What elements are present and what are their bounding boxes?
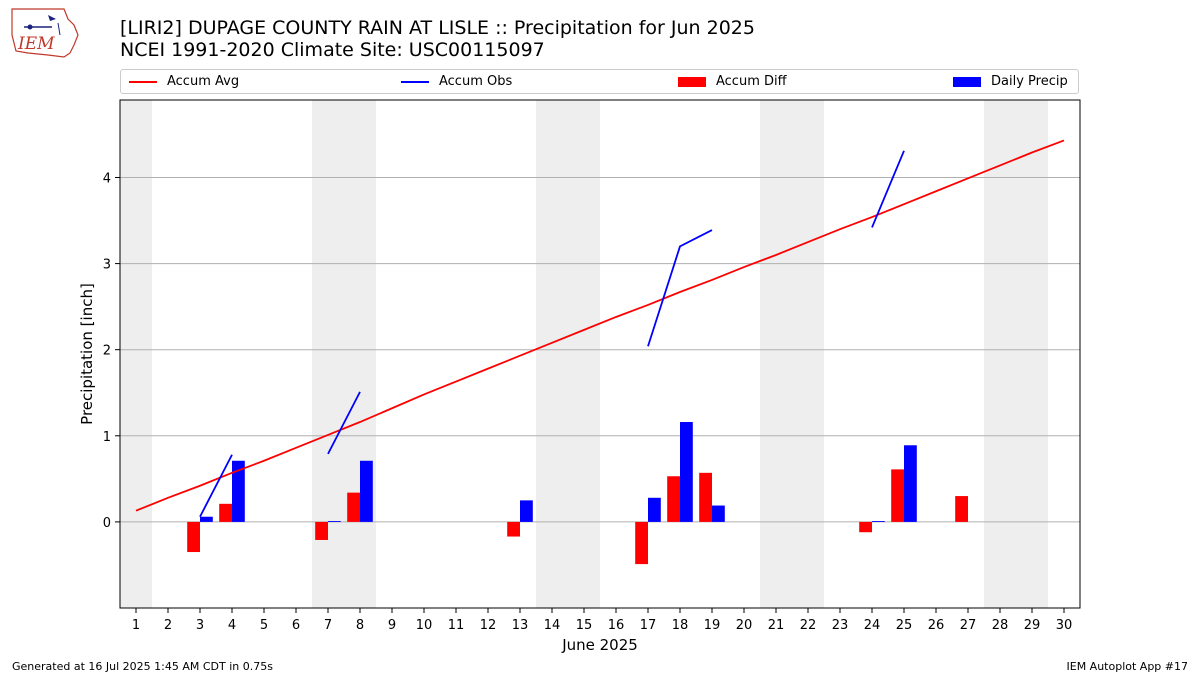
x-tick-label-7: 7 [324, 618, 332, 633]
weekend-band-3 [760, 100, 824, 608]
bar-accum-diff-day-19 [699, 472, 712, 522]
bar-daily-precip-day-19 [712, 505, 725, 522]
y-axis-label: Precipitation [inch] [78, 283, 96, 425]
plot-frame [119, 99, 1081, 609]
chart-legend: Accum Avg Accum Obs Accum Diff Daily Pre… [120, 69, 1079, 94]
x-tick-label-13: 13 [512, 618, 529, 633]
x-tick-label-9: 9 [388, 618, 396, 633]
x-tick-label-21: 21 [768, 618, 785, 633]
x-tick-label-22: 22 [800, 618, 817, 633]
x-tick-label-6: 6 [292, 618, 300, 633]
y-tick-label-3: 3 [103, 258, 111, 273]
x-tick-label-28: 28 [992, 618, 1009, 633]
legend-label-accum-avg: Accum Avg [167, 74, 240, 89]
x-tick-label-29: 29 [1024, 618, 1041, 633]
x-tick-label-3: 3 [196, 618, 204, 633]
bar-accum-diff-day-25 [891, 469, 904, 522]
chart-subtitle: NCEI 1991-2020 Climate Site: USC00115097 [120, 39, 545, 61]
weekend-band-0 [120, 100, 152, 608]
x-tick-label-5: 5 [260, 618, 268, 633]
weekend-band-2 [536, 100, 600, 608]
bar-accum-diff-day-18 [667, 476, 680, 522]
bar-daily-precip-day-7 [328, 521, 341, 522]
footer-app: IEM Autoplot App #17 [1066, 660, 1189, 673]
legend-item-daily-precip: Daily Precip [953, 74, 1068, 89]
x-tick-label-19: 19 [704, 618, 721, 633]
x-tick-label-27: 27 [960, 618, 977, 633]
chart-title-block: [LIRI2] DUPAGE COUNTY RAIN AT LISLE :: P… [120, 17, 755, 61]
x-axis-label: June 2025 [561, 636, 638, 654]
x-tick-label-10: 10 [416, 618, 433, 633]
y-tick-label-1: 1 [103, 430, 111, 445]
chart-title: [LIRI2] DUPAGE COUNTY RAIN AT LISLE :: P… [120, 17, 755, 39]
legend-label-accum-diff: Accum Diff [716, 74, 787, 89]
x-tick-label-30: 30 [1056, 618, 1073, 633]
x-tick-label-1: 1 [132, 618, 140, 633]
bar-daily-precip-day-13 [520, 500, 533, 522]
x-tick-label-24: 24 [864, 618, 881, 633]
y-tick-label-2: 2 [103, 344, 111, 359]
bar-daily-precip-day-8 [360, 460, 373, 522]
x-tick-label-15: 15 [576, 618, 593, 633]
weekend-band-4 [984, 100, 1048, 608]
bar-accum-diff-day-24 [859, 521, 872, 533]
x-tick-label-2: 2 [164, 618, 172, 633]
bar-accum-diff-day-13 [507, 521, 520, 537]
y-tick-label-4: 4 [103, 171, 111, 186]
legend-item-accum-diff: Accum Diff [678, 74, 787, 89]
x-tick-label-11: 11 [448, 618, 465, 633]
line-accum-obs-segment-3 [871, 150, 905, 228]
x-tick-label-18: 18 [672, 618, 689, 633]
x-tick-label-8: 8 [356, 618, 364, 633]
line-accum-avg [135, 139, 1065, 512]
logo-text: IEM [17, 34, 55, 54]
iem-logo: IEM [11, 8, 79, 58]
footer-generated: Generated at 16 Jul 2025 1:45 AM CDT in … [12, 660, 273, 673]
x-tick-label-26: 26 [928, 618, 945, 633]
line-accum-obs-segment-1 [327, 391, 361, 455]
bar-accum-diff-day-27 [955, 496, 968, 522]
bar-accum-diff-day-17 [635, 521, 648, 565]
legend-label-daily-precip: Daily Precip [991, 74, 1068, 89]
x-tick-label-25: 25 [896, 618, 913, 633]
bar-daily-precip-day-3 [200, 516, 213, 522]
x-tick-label-20: 20 [736, 618, 753, 633]
bar-accum-diff-day-4 [219, 503, 232, 522]
legend-item-accum-avg: Accum Avg [129, 74, 239, 89]
bar-accum-diff-day-8 [347, 492, 360, 522]
x-tick-label-17: 17 [640, 618, 657, 633]
y-tick-label-0: 0 [103, 516, 111, 531]
legend-item-accum-obs: Accum Obs [401, 74, 512, 89]
legend-label-accum-obs: Accum Obs [439, 74, 513, 89]
bar-daily-precip-day-24 [872, 521, 885, 522]
x-tick-label-4: 4 [228, 618, 236, 633]
bar-daily-precip-day-4 [232, 460, 245, 522]
x-tick-label-14: 14 [544, 618, 561, 633]
bar-accum-diff-day-7 [315, 521, 328, 540]
line-accum-obs-segment-2 [647, 229, 713, 347]
bar-accum-diff-day-3 [187, 521, 200, 553]
bar-daily-precip-day-25 [904, 445, 917, 522]
x-tick-label-23: 23 [832, 618, 849, 633]
line-accum-obs-segment-0 [199, 454, 233, 518]
bar-daily-precip-day-17 [648, 497, 661, 522]
bar-daily-precip-day-18 [680, 422, 693, 522]
x-tick-label-16: 16 [608, 618, 625, 633]
x-tick-label-12: 12 [480, 618, 497, 633]
